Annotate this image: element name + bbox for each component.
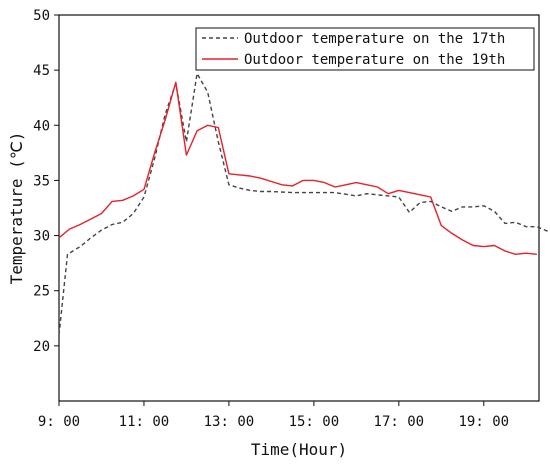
y-tick-label: 40	[33, 118, 50, 134]
x-tick-label: 9: 00	[38, 414, 80, 430]
x-tick-label: 13: 00	[204, 414, 255, 430]
legend-label-19th: Outdoor temperature on the 19th	[244, 52, 505, 68]
y-axis: 20 25 30 35 40 45 50	[33, 8, 59, 355]
x-tick-label: 17: 00	[374, 414, 425, 430]
x-tick-label: 15: 00	[289, 414, 340, 430]
x-axis: 9: 00 11: 00 13: 00 15: 00 17: 00 19: 00	[38, 401, 509, 430]
y-tick-label: 45	[33, 63, 50, 79]
y-tick-label: 35	[33, 173, 50, 189]
y-tick-label: 25	[33, 284, 50, 300]
legend-box	[195, 27, 535, 71]
y-tick-label: 50	[33, 8, 50, 24]
x-tick-label: 11: 00	[119, 414, 170, 430]
x-tick-label: 19: 00	[458, 414, 509, 430]
y-tick-label: 30	[33, 229, 50, 245]
y-axis-title: Temperature (℃)	[7, 132, 26, 285]
series-layer	[58, 72, 550, 335]
legend: Outdoor temperature on the 17th Outdoor …	[195, 27, 535, 71]
series-line-19th	[58, 81, 537, 255]
x-axis-title: Time(Hour)	[251, 440, 347, 459]
plot-area	[58, 14, 540, 402]
plot-frame	[58, 14, 540, 402]
y-tick-label: 20	[33, 339, 50, 355]
legend-label-17th: Outdoor temperature on the 17th	[244, 31, 505, 47]
series-line-17th	[58, 72, 550, 335]
